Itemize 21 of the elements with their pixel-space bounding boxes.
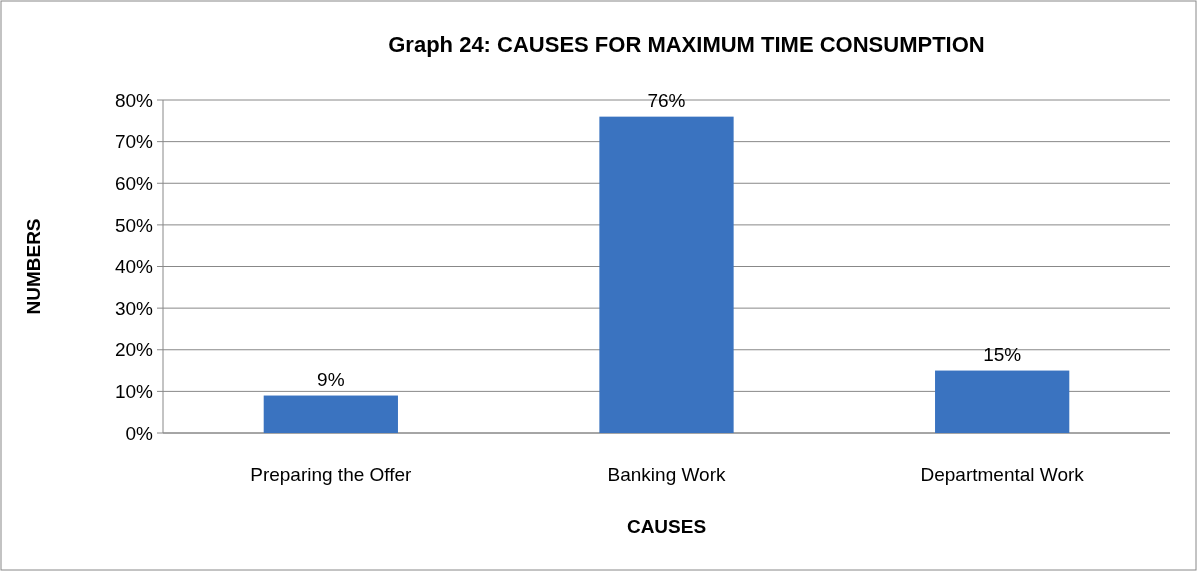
bar (599, 116, 734, 433)
y-axis-title: NUMBERS (23, 218, 44, 315)
y-tick-label: 10% (114, 381, 154, 403)
data-label: 9% (317, 368, 345, 390)
x-tick-label: Preparing the Offer (250, 464, 413, 485)
y-tick-label: 30% (114, 297, 154, 319)
y-tick-label: 20% (114, 339, 154, 361)
data-label: 15% (983, 343, 1022, 365)
chart-title: Graph 24: CAUSES FOR MAXIMUM TIME CONSUMPTION (388, 32, 985, 57)
bar (935, 370, 1070, 433)
y-tick-label: 80% (114, 89, 154, 111)
data-label: 76% (647, 89, 686, 111)
x-tick-label: Banking Work (607, 464, 726, 485)
y-tick-label: 40% (114, 256, 154, 278)
y-tick-label: 70% (114, 131, 154, 153)
y-tick-label: 60% (114, 172, 154, 194)
bar (263, 395, 398, 433)
y-tick-label: 0% (125, 422, 154, 444)
y-tick-label: 50% (114, 214, 154, 236)
x-tick-label: Departmental Work (920, 464, 1085, 485)
x-axis-title: CAUSES (626, 516, 707, 537)
